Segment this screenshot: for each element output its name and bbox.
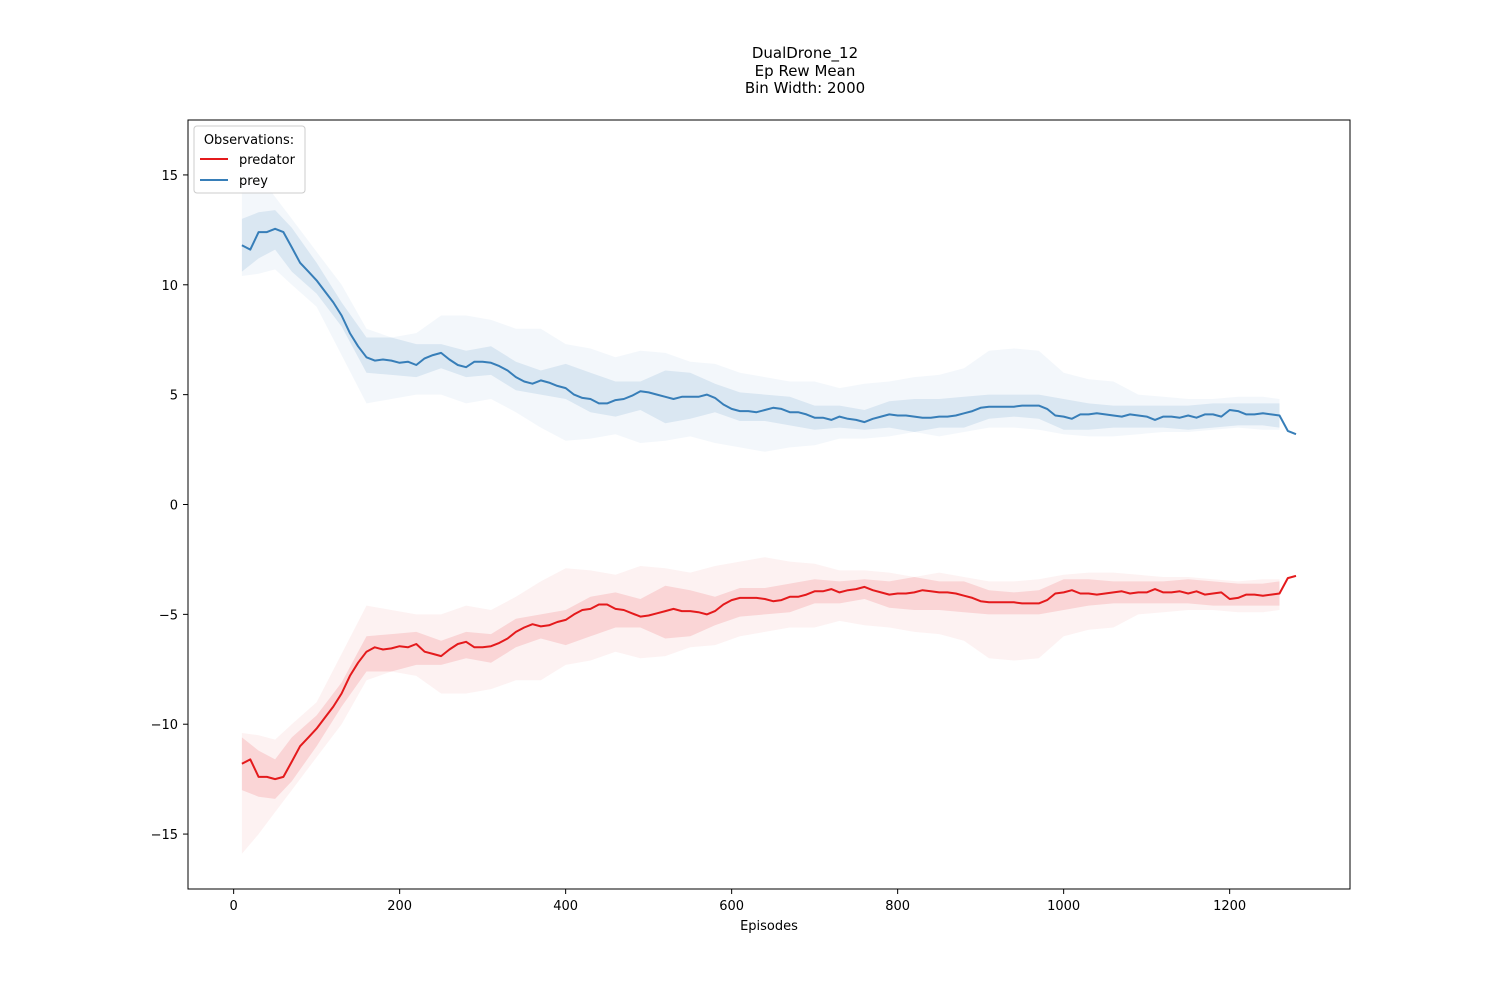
band-inner-predator: [241, 577, 1280, 799]
y-tick-label: 5: [170, 389, 178, 404]
y-tick-label: 10: [161, 279, 178, 294]
band-inner-prey: [241, 210, 1280, 432]
x-tick-label: 1200: [1213, 899, 1246, 914]
series-lines: [241, 227, 1297, 781]
legend: Observations: predator prey: [193, 125, 306, 194]
x-tick-label: 800: [885, 899, 910, 914]
band-outer-predator: [241, 557, 1280, 854]
legend-box: [193, 125, 306, 194]
chart-title-line-2: Ep Rew Mean: [755, 62, 856, 80]
x-tick-label: 600: [719, 899, 744, 914]
x-tick-label: 200: [387, 899, 412, 914]
plot-area-frame: [187, 119, 1351, 890]
chart-title-line-3: Bin Width: 2000: [745, 79, 865, 97]
legend-title: Observations:: [204, 133, 294, 148]
series-line-predator: [241, 574, 1297, 781]
y-axis-ticks: −15 −10 −5 0 5 10 15: [151, 169, 188, 843]
series-line-prey: [241, 227, 1297, 436]
x-tick-label: 0: [230, 899, 238, 914]
band-outer-prey: [241, 155, 1280, 452]
x-axis-ticks: 0 200 400 600 800 1000 1200: [230, 889, 1246, 914]
x-axis-label: Episodes: [740, 919, 798, 934]
y-tick-label: −15: [151, 828, 178, 843]
y-tick-label: 15: [161, 169, 178, 184]
y-tick-label: 0: [170, 499, 178, 514]
y-tick-label: −10: [151, 718, 178, 733]
legend-label-prey: prey: [239, 174, 268, 189]
y-tick-label: −5: [159, 608, 178, 623]
legend-label-predator: predator: [239, 153, 296, 168]
x-tick-label: 400: [553, 899, 578, 914]
chart-title-line-1: DualDrone_12: [752, 44, 858, 63]
confidence-bands: [241, 155, 1280, 854]
x-tick-label: 1000: [1047, 899, 1080, 914]
